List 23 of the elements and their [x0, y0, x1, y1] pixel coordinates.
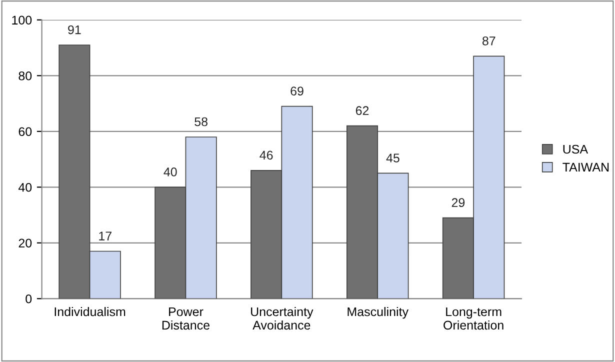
- y-tick-label: 100: [12, 16, 32, 25]
- y-tick-label: 20: [18, 238, 32, 248]
- data-label: 87: [482, 36, 496, 46]
- x-tick-label: Masculinity: [348, 306, 408, 319]
- y-tick-label: 60: [18, 127, 32, 136]
- legend-label: TAIWAN: [562, 162, 609, 172]
- data-label: 46: [260, 150, 273, 160]
- data-label: 17: [99, 232, 112, 240]
- data-label: 29: [452, 198, 465, 208]
- legend-label: USA: [563, 144, 588, 154]
- data-label: 62: [356, 106, 369, 116]
- data-label: 40: [164, 168, 177, 176]
- x-tick-label: Uncertainty Avoidance: [251, 306, 314, 330]
- y-tick-label: 0: [26, 294, 32, 304]
- y-tick-label: 40: [18, 182, 32, 192]
- data-label: 69: [290, 86, 304, 96]
- data-label: 91: [68, 25, 81, 34]
- x-tick-label: Power Distance: [162, 307, 210, 330]
- data-label: 58: [194, 117, 208, 126]
- x-tick-label: Individualism: [54, 306, 126, 316]
- data-label: 45: [386, 154, 400, 162]
- y-tick-label: 80: [18, 71, 32, 80]
- x-tick-label: Long-term Orientation: [444, 307, 504, 330]
